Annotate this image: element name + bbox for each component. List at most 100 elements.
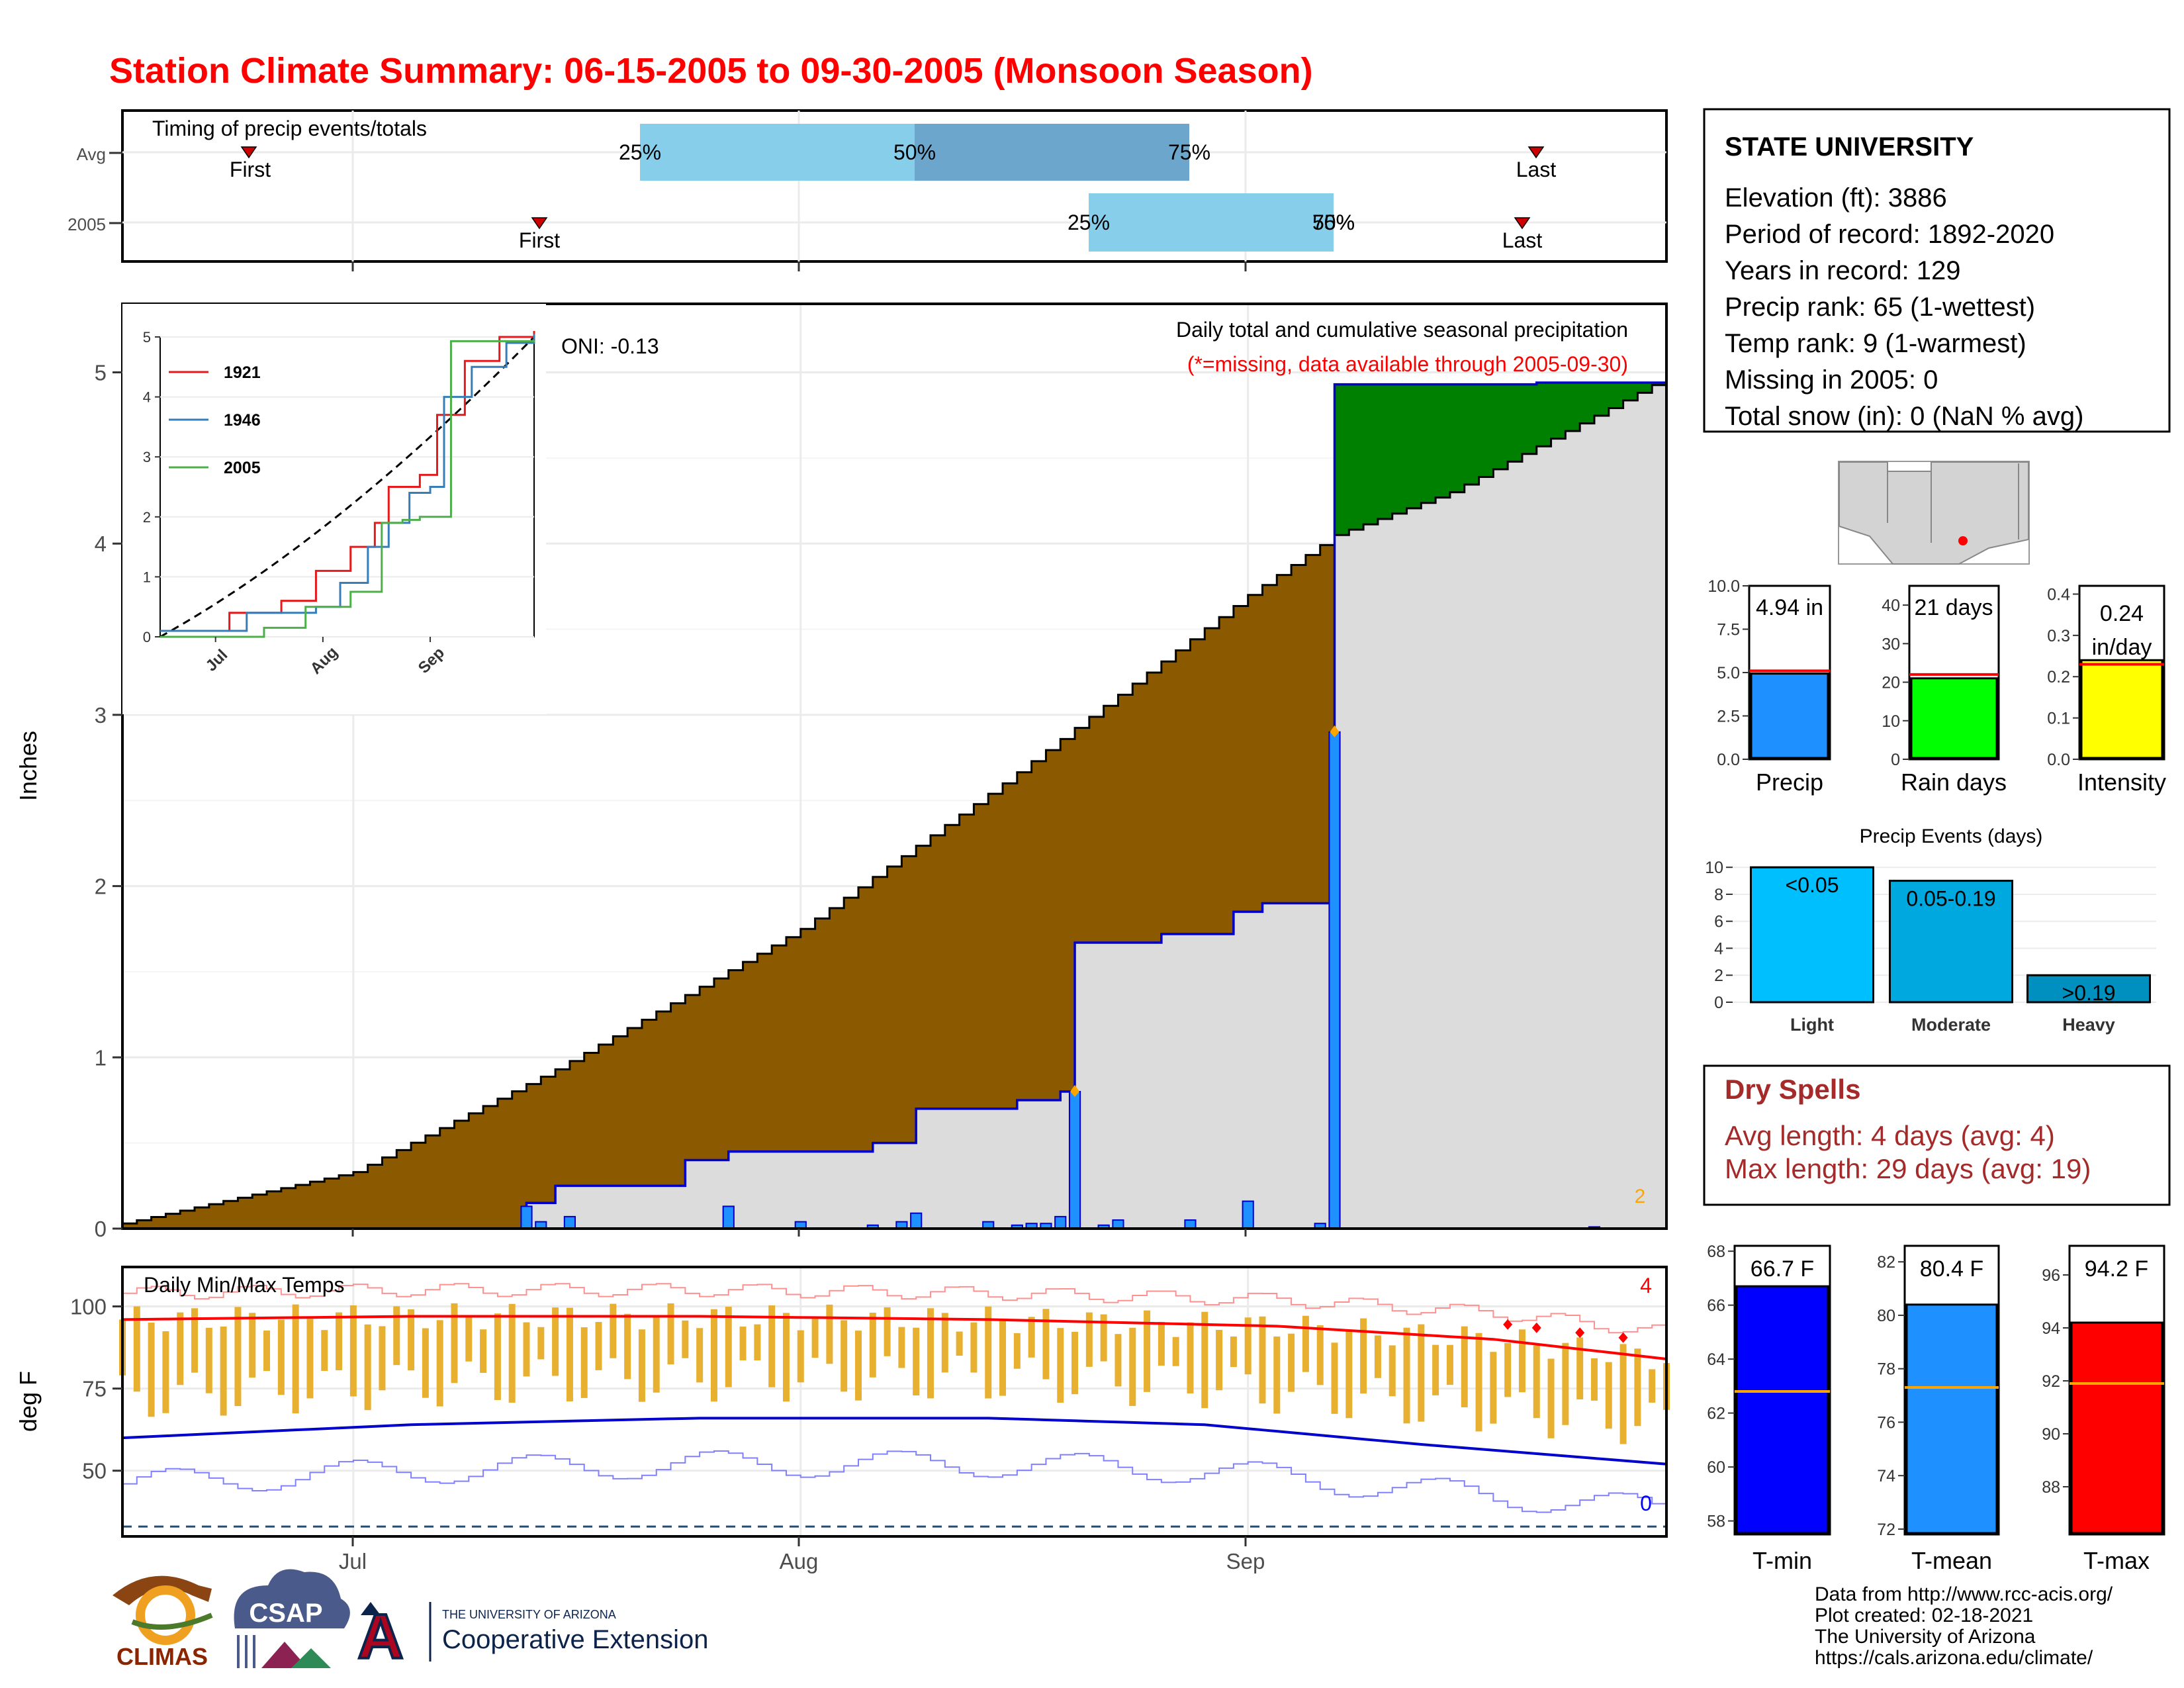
surplus-segment <box>1508 384 1523 462</box>
deficit-segment <box>858 887 874 1152</box>
precip-summary-value: 4.94 in <box>1756 595 1823 620</box>
dry-spells-box: Dry Spells Avg length: 4 days (avg: 4) M… <box>1703 1064 2171 1206</box>
temp-ylabel: deg F <box>15 1371 42 1432</box>
record-high-marker <box>1618 1332 1628 1343</box>
temp-summary-bars: 66.7 F T-min 68 66 64 62 60 58 80.4 F T-mean … <box>1707 1243 2165 1574</box>
event-tick-label: 2 <box>1714 966 1723 985</box>
daily-temp-range-bar <box>1576 1337 1584 1400</box>
summary-tick-label: 30 <box>1882 635 1900 653</box>
daily-temp-range-bar <box>1216 1329 1223 1391</box>
deficit-segment <box>1305 555 1321 904</box>
avg-min-temp-line <box>122 1417 1667 1466</box>
deficit-segment <box>641 1019 657 1186</box>
intensity-summary-label: Intensity <box>2077 769 2166 796</box>
daily-temp-range-bar <box>508 1303 516 1403</box>
daily-temp-range-bar <box>349 1305 357 1397</box>
event-tick-label: 4 <box>1714 939 1723 958</box>
deficit-segment <box>353 1172 369 1229</box>
raindays-summary-value: 21 days <box>1914 595 1993 620</box>
deficit-segment <box>425 1135 441 1229</box>
station-line: Missing in 2005: 0 <box>1725 365 1938 395</box>
deficit-segment <box>122 1223 138 1229</box>
inset-ytick-label: 0 <box>143 629 151 645</box>
daily-temp-range-bar <box>854 1331 862 1401</box>
surplus-segment <box>1377 384 1393 519</box>
summary-tick-label: 40 <box>1882 596 1900 615</box>
tmax-label: T-max <box>2083 1547 2150 1574</box>
daily-temp-range-bar <box>884 1307 891 1356</box>
deficit-segment <box>1190 639 1205 935</box>
footer-line: The University of Arizona <box>1815 1626 2036 1648</box>
daily-temp-range-bar <box>321 1330 328 1371</box>
temp-count-hi: 4 <box>1640 1274 1652 1297</box>
deficit-segment <box>541 1076 556 1203</box>
deficit-segment <box>598 1044 614 1186</box>
deficit-segment <box>195 1207 210 1229</box>
summary-tick-label: 0.4 <box>2047 585 2070 604</box>
daily-temp-range-bar <box>1042 1309 1050 1380</box>
avg-q50-label: 50% <box>893 140 936 164</box>
daily-temp-range-bar <box>523 1322 530 1377</box>
daily-temp-range-bar <box>739 1327 747 1361</box>
daily-temp-range-bar <box>1605 1362 1612 1429</box>
deficit-segment <box>627 1028 643 1186</box>
station-line: Years in record: 129 <box>1725 256 1961 285</box>
y2005-q25-q75-box <box>1089 193 1334 252</box>
oni-value: ONI: -0.13 <box>561 334 659 358</box>
daily-temp-range-bar <box>1634 1348 1641 1427</box>
deficit-segment <box>396 1150 412 1229</box>
deficit-segment <box>685 995 700 1160</box>
deficit-segment <box>454 1121 469 1229</box>
inset-series-line <box>160 334 535 632</box>
deficit-segment <box>844 898 859 1152</box>
daily-temp-range-bar <box>1374 1335 1381 1378</box>
intensity-summary-unit: in/day <box>2092 635 2152 660</box>
station-location-dot <box>1958 536 1968 545</box>
daily-temp-range-bar <box>841 1320 848 1392</box>
summary-tick-label: 20 <box>1882 674 1900 692</box>
daily-temp-range-bar <box>653 1315 660 1393</box>
daily-temp-range-bar <box>768 1305 776 1387</box>
avg-last-label: Last <box>1516 158 1557 181</box>
deficit-segment <box>497 1098 513 1229</box>
daily-temp-range-bar <box>985 1306 992 1399</box>
temp-summary-tick-label: 60 <box>1707 1458 1725 1477</box>
deficit-segment <box>916 845 931 1109</box>
avg-first-marker <box>240 146 257 159</box>
deficit-segment <box>310 1182 325 1229</box>
inset-ytick-label: 1 <box>143 569 151 585</box>
daily-temp-range-bar <box>1490 1352 1497 1424</box>
deficit-segment <box>1031 761 1047 1100</box>
daily-temp-range-bar <box>220 1326 227 1416</box>
daily-temp-range-bar <box>1331 1342 1338 1414</box>
deficit-segment <box>656 1011 672 1186</box>
temp-summary-tick-label: 58 <box>1707 1513 1725 1531</box>
station-name: STATE UNIVERSITY <box>1725 132 1974 162</box>
temp-summary-tick-label: 66 <box>1707 1297 1725 1315</box>
daily-temp-range-bar <box>537 1327 545 1360</box>
deficit-segment <box>1277 575 1292 904</box>
y2005-last-label: Last <box>1502 228 1543 252</box>
daily-temp-range-bar <box>927 1308 934 1399</box>
deficit-segment <box>613 1036 628 1186</box>
climas-wordmark: CLIMAS <box>116 1643 208 1670</box>
temp-ytick-label: 50 <box>82 1459 107 1483</box>
inset-series-line <box>160 340 535 638</box>
station-line: Elevation (ft): 3886 <box>1725 183 1947 212</box>
y2005-last-marker <box>1514 217 1531 230</box>
daily-temp-range-bar <box>1158 1321 1165 1366</box>
daily-temp-range-bar <box>1244 1317 1251 1375</box>
intensity-summary-bar <box>2080 659 2163 759</box>
daily-temp-range-bar <box>826 1304 833 1364</box>
deficit-segment <box>1233 606 1249 912</box>
month-label-sep: Sep <box>1226 1549 1265 1573</box>
ua-coop-ext: Cooperative Extension <box>442 1625 708 1654</box>
dry-spells-max: Max length: 29 days (avg: 19) <box>1725 1153 2091 1184</box>
summary-tick-label: 10 <box>1882 712 1900 731</box>
event-bar <box>1750 866 1874 1004</box>
surplus-segment <box>1449 384 1465 492</box>
daily-temp-range-bar <box>1619 1344 1627 1444</box>
daily-temp-range-bar <box>1172 1336 1179 1366</box>
timing-row-2005: 2005 <box>68 214 106 234</box>
deficit-segment <box>584 1053 600 1186</box>
